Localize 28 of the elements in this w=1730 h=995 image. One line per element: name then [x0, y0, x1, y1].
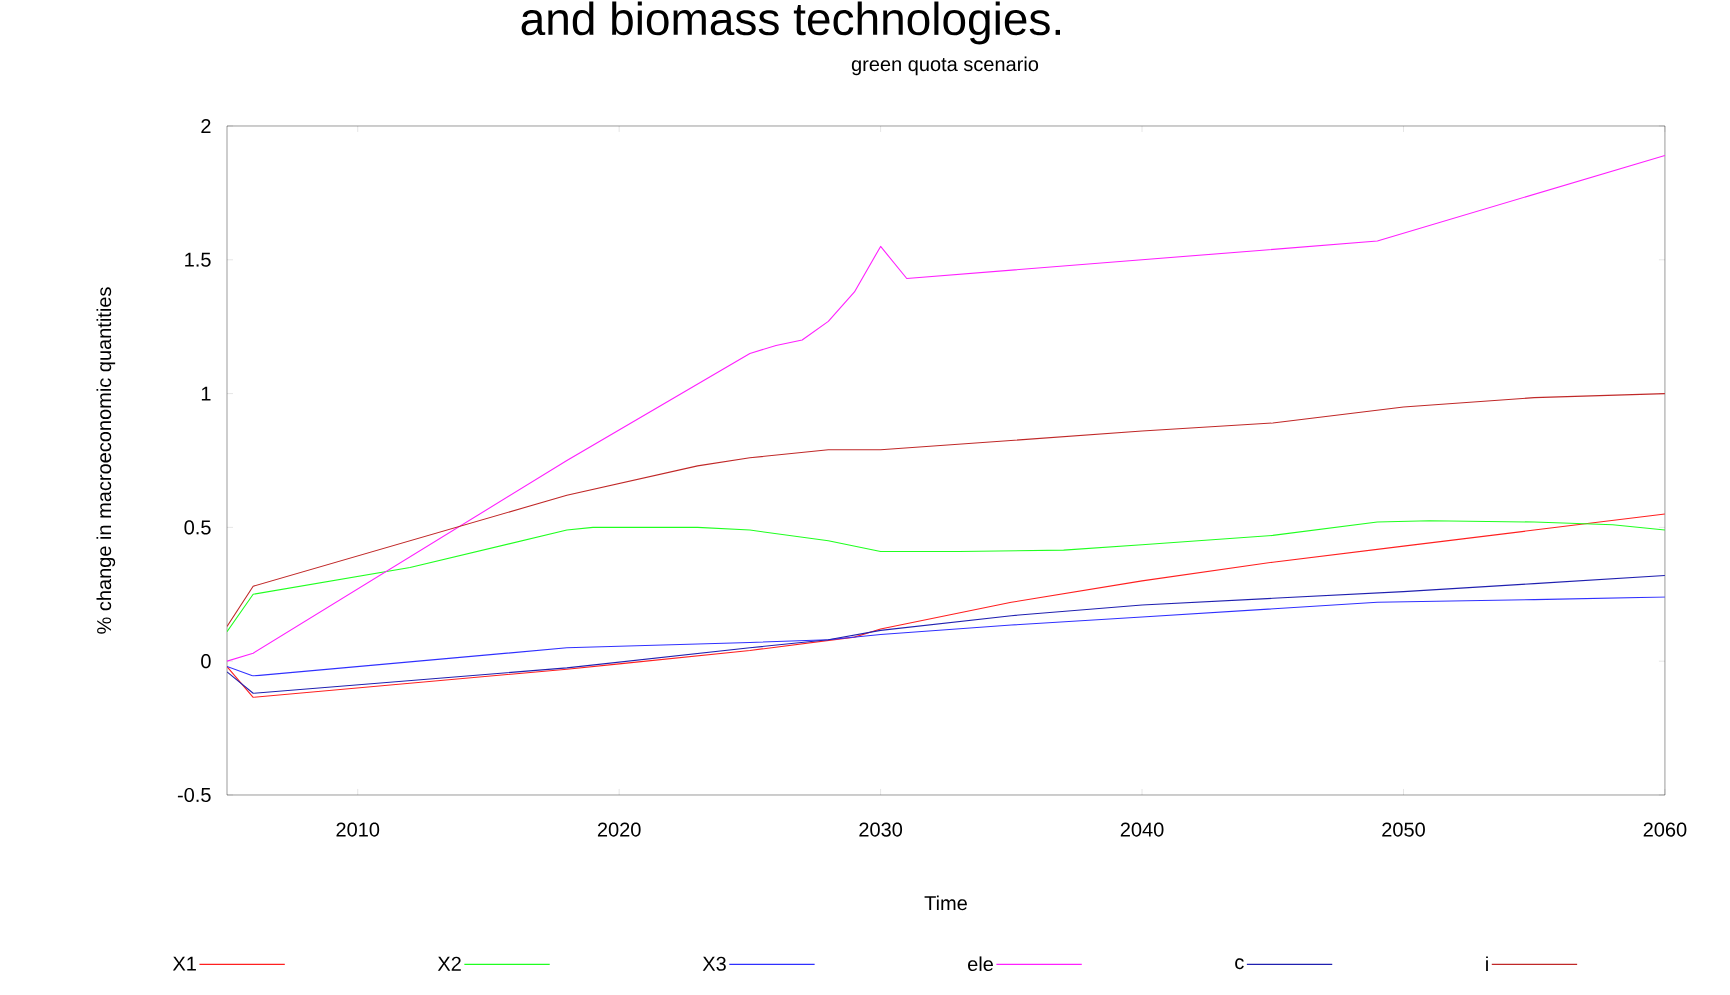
line-series — [227, 154, 1665, 662]
legend-label: i — [1486, 956, 1488, 971]
line-series — [227, 520, 1665, 633]
x-axis-title: Time — [924, 895, 967, 911]
line-series — [227, 513, 1665, 698]
chart-title: and biomass technologies. — [521, 1, 1060, 45]
y-tick-label: 0.5 — [184, 520, 211, 535]
line-series — [227, 575, 1665, 694]
legend-label: ele — [968, 956, 993, 972]
legend-label: X3 — [702, 956, 726, 971]
y-tick-label: 1.5 — [185, 252, 211, 267]
y-tick-label: 1 — [201, 386, 211, 401]
legend-label: X2 — [437, 956, 461, 971]
x-tick-label: 2010 — [336, 822, 380, 837]
y-axis-title: % change in macroeconomic quantities — [96, 287, 116, 634]
y-tick-label: 2 — [201, 119, 211, 133]
x-tick-label: 2060 — [1643, 822, 1687, 837]
legend-label: X1 — [172, 956, 196, 971]
chart-subtitle: green quota scenario — [851, 56, 1039, 76]
line-series — [227, 596, 1665, 677]
y-tick-label: 0 — [201, 654, 211, 669]
x-tick-label: 2030 — [859, 822, 903, 837]
legend-label: c — [1235, 958, 1244, 970]
x-tick-label: 2020 — [597, 822, 641, 837]
y-tick-label: -0.5 — [177, 787, 211, 803]
x-tick-label: 2050 — [1382, 822, 1425, 837]
line-series — [227, 393, 1665, 627]
x-tick-label: 2040 — [1120, 822, 1164, 837]
